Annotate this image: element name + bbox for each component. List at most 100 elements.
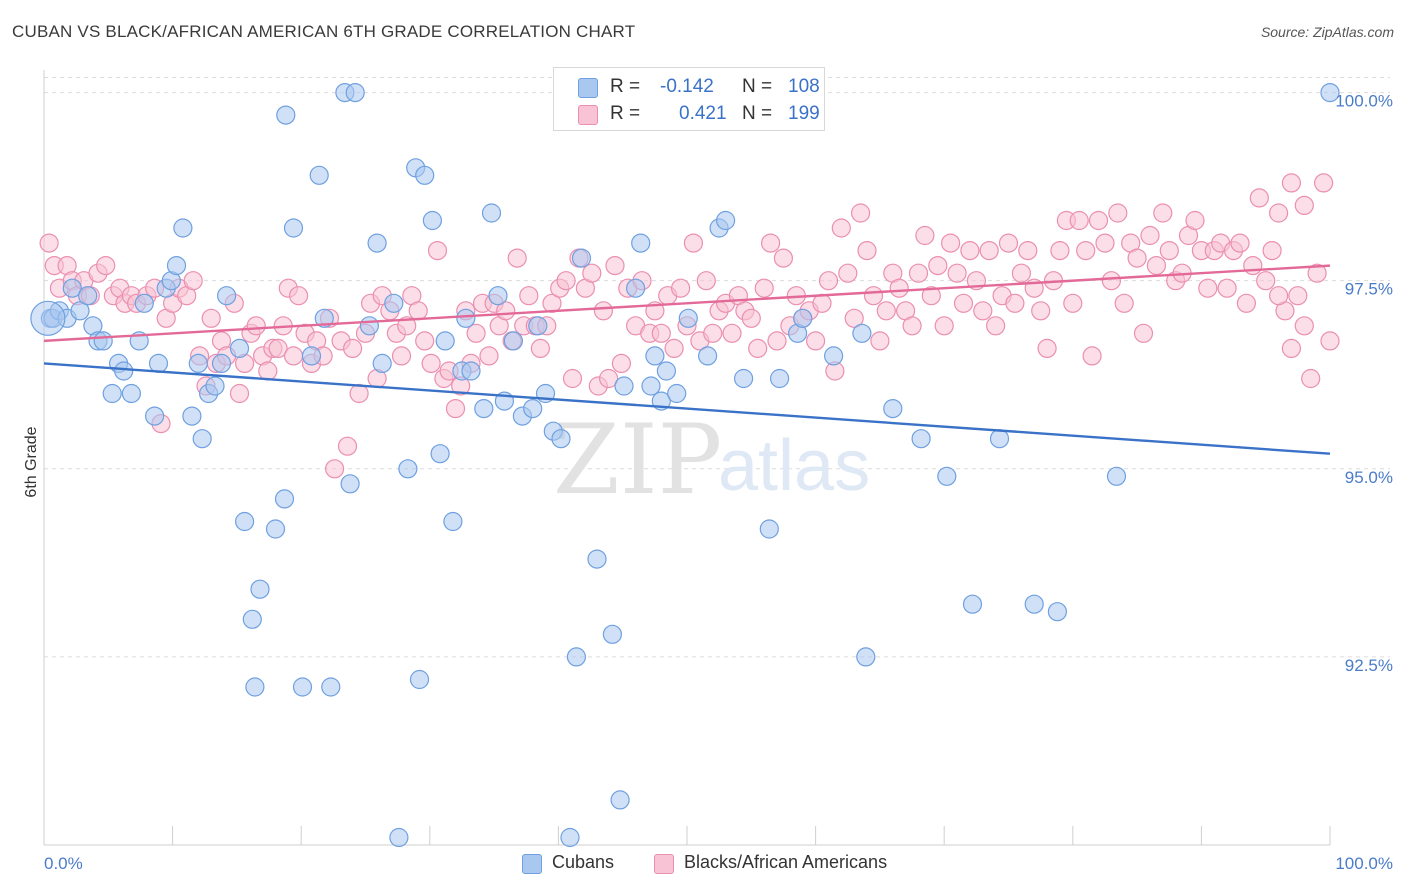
data-point-cuban: [359, 316, 379, 336]
data-point-cuban: [430, 444, 450, 464]
data-point-cuban: [78, 286, 98, 306]
data-point-cuban: [481, 203, 502, 223]
data-point-cuban: [340, 474, 360, 494]
data-point-black: [908, 263, 929, 283]
data-point-cuban: [93, 331, 113, 351]
data-point-black: [562, 368, 583, 389]
data-point-cuban: [645, 346, 665, 366]
data-point-cuban: [211, 353, 232, 373]
data-point-black: [651, 323, 671, 343]
y-tick-label: 97.5%: [1345, 280, 1393, 299]
data-point-black: [611, 353, 632, 373]
data-point-cuban: [488, 286, 508, 306]
data-point-cuban: [733, 368, 754, 389]
y-tick-labels: 92.5% 95.0% 97.5% 100.0%: [1335, 92, 1393, 675]
data-point-black: [979, 241, 999, 261]
data-point-cuban: [398, 459, 418, 479]
y-tick-label: 100.0%: [1335, 92, 1393, 111]
data-point-cuban: [245, 677, 265, 697]
data-point-black: [1114, 293, 1134, 313]
y-axis-title: 6th Grade: [23, 426, 40, 497]
data-point-black: [960, 241, 980, 261]
data-point-black: [1037, 338, 1057, 358]
data-point-cuban: [345, 82, 365, 103]
data-point-cuban: [1106, 466, 1127, 486]
data-point-black: [773, 248, 794, 268]
data-point-black: [1031, 301, 1051, 321]
data-point-cuban: [793, 308, 813, 328]
data-point-black: [598, 368, 619, 389]
data-point-cuban: [321, 677, 341, 697]
data-point-cuban: [823, 346, 844, 366]
data-point-black: [408, 301, 428, 321]
data-point-black: [325, 459, 345, 479]
data-point-cuban: [145, 406, 165, 426]
data-point-black: [343, 338, 363, 358]
data-point-cuban: [389, 827, 409, 848]
data-point-black: [998, 233, 1019, 253]
data-point-black: [889, 278, 909, 298]
data-point-black: [921, 286, 941, 306]
data-point-black: [1288, 286, 1308, 306]
data-point-cuban: [614, 376, 634, 396]
data-point-cuban: [503, 331, 524, 351]
data-point-black: [1082, 346, 1102, 366]
data-point-cuban: [852, 323, 872, 343]
data-point-black: [229, 383, 250, 404]
data-point-black: [1262, 241, 1282, 261]
data-point-cuban: [250, 579, 270, 599]
data-point-cuban: [587, 549, 607, 569]
data-point-black: [850, 203, 871, 223]
x-tick-label-min: 0.0%: [44, 854, 83, 873]
data-point-cuban: [301, 346, 322, 366]
data-point-cuban: [314, 308, 334, 328]
data-point-black: [421, 353, 441, 373]
data-point-cuban: [1320, 82, 1340, 103]
data-point-black: [870, 331, 890, 351]
data-point-black: [605, 256, 625, 276]
data-point-black: [748, 338, 768, 358]
data-point-cuban: [911, 429, 931, 449]
data-point-cuban: [962, 594, 983, 614]
data-point-black: [876, 301, 896, 321]
data-point-black: [1133, 323, 1154, 343]
data-point-black: [201, 308, 221, 328]
data-point-cuban: [697, 346, 718, 366]
data-point-black: [519, 286, 539, 306]
data-point-cuban: [166, 256, 187, 276]
data-point-black: [183, 271, 203, 291]
data-point-black: [1256, 271, 1276, 291]
data-point-black: [1127, 248, 1147, 268]
data-point-cuban: [856, 647, 876, 667]
data-point-cuban: [367, 233, 387, 253]
watermark: ZIP atlas: [553, 404, 870, 516]
data-point-black: [445, 399, 466, 419]
data-point-black: [593, 301, 614, 321]
data-point-black: [1146, 256, 1167, 276]
data-point-cuban: [384, 293, 404, 313]
bottom-legend-swatch-black: [654, 854, 674, 874]
data-point-black: [1217, 278, 1237, 298]
data-point-cuban: [192, 429, 212, 449]
data-point-black: [1063, 293, 1083, 313]
data-point-black: [479, 346, 499, 366]
data-point-black: [664, 338, 684, 358]
data-point-black: [1243, 256, 1263, 276]
data-point-black: [1185, 210, 1205, 231]
data-point-cuban: [989, 429, 1010, 449]
cuban-points: [30, 82, 1340, 848]
data-point-cuban: [678, 308, 698, 328]
data-point-cuban: [1047, 602, 1068, 622]
data-point-black: [466, 323, 486, 343]
data-point-black: [953, 293, 974, 313]
data-point-black: [530, 338, 551, 358]
data-point-black: [258, 361, 278, 381]
data-point-black: [507, 248, 527, 268]
data-point-black: [1159, 241, 1179, 261]
y-tick-label: 92.5%: [1345, 656, 1393, 675]
data-point-black: [246, 316, 266, 336]
data-point-cuban: [571, 248, 592, 268]
data-point-black: [1076, 241, 1096, 261]
data-point-black: [947, 263, 967, 283]
data-point-black: [1005, 293, 1025, 313]
